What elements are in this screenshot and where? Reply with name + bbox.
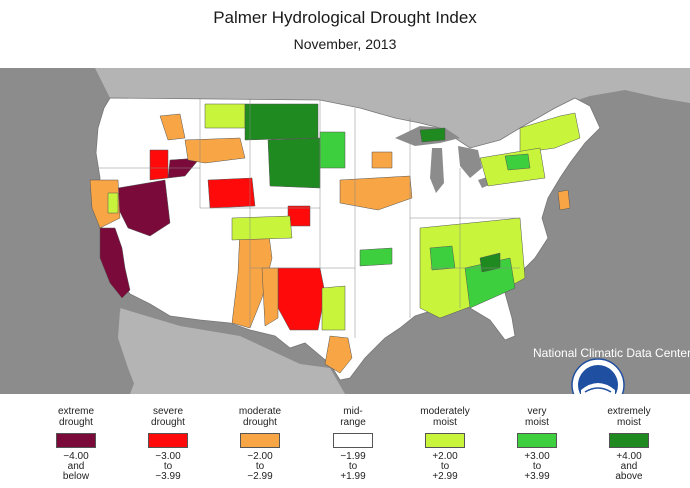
swatch-mid-range: [333, 433, 373, 448]
map-subtitle: November, 2013: [293, 36, 397, 52]
region-severe-drought-or: [149, 149, 169, 181]
region-moderately-moist-co: [231, 215, 293, 241]
region-moderate-drought-mi: [371, 151, 393, 169]
state-borders: [98, 98, 520, 338]
us-map-svg: [89, 68, 690, 394]
lake-huron: [458, 146, 482, 178]
noaa-logo-icon: [571, 358, 625, 394]
region-moderately-moist-ca-south: [107, 192, 119, 214]
region-moderate-drought-ca-north: [89, 179, 121, 229]
credit-label: National Climatic Data Center: [533, 346, 690, 360]
region-severe-drought-wy: [207, 177, 256, 209]
map-title: Palmer Hydrological Drought Index: [213, 8, 477, 27]
canada-landmass: [95, 68, 690, 148]
region-extremely-moist-mi-up: [419, 127, 446, 143]
region-very-moist-in: [429, 245, 456, 271]
swatch-extreme-drought: [56, 433, 96, 448]
region-moderate-drought-id: [184, 137, 246, 164]
legend-item-moderate-drought: moderate drought −2.00 to −2.99: [238, 406, 282, 482]
legend-item-moderately-moist: moderately moist +2.00 to +2.99: [420, 406, 470, 482]
region-severe-drought-ks: [287, 205, 311, 227]
region-moderately-moist-plains: [321, 285, 346, 331]
swatch-severe-drought: [148, 433, 188, 448]
baja-landmass: [118, 310, 150, 394]
region-moderate-drought-ny: [557, 189, 571, 211]
legend-item-very-moist: very moist +3.00 to +3.99: [497, 404, 577, 482]
swatch-moderate-drought: [240, 433, 280, 448]
legend: extreme drought −4.00 and below severe droug…: [0, 404, 690, 488]
legend-item-extreme-drought: extreme drought −4.00 and below: [56, 406, 96, 482]
legend-item-mid-range: mid-range −1.99 to +1.99: [313, 404, 393, 482]
region-moderate-drought-wa: [159, 113, 186, 141]
drought-map: National Climatic Data Center: [0, 68, 690, 394]
region-severe-drought-nm: [277, 267, 326, 331]
region-moderate-drought-tx: [324, 335, 353, 374]
region-very-moist-sd: [319, 131, 346, 169]
swatch-very-moist: [517, 433, 557, 448]
region-extremely-moist-nd: [244, 103, 319, 141]
legend-item-severe-drought: severe drought −3.00 to −3.99: [128, 404, 208, 482]
region-moderate-drought-ne-ia: [339, 175, 413, 211]
swatch-extremely-moist: [609, 433, 649, 448]
swatch-moderately-moist: [425, 433, 465, 448]
region-moderate-drought-nm-west: [261, 267, 279, 327]
legend-item-extremely-moist: extremely moist +4.00 and above: [607, 406, 651, 482]
lake-michigan: [430, 148, 444, 193]
region-very-moist-mo: [359, 247, 393, 267]
region-extremely-moist-sd: [267, 137, 321, 189]
region-extreme-drought-ca: [99, 227, 131, 299]
mexico-landmass: [120, 308, 345, 394]
region-moderately-moist-mt: [204, 103, 246, 129]
region-very-moist-pa: [504, 153, 531, 171]
